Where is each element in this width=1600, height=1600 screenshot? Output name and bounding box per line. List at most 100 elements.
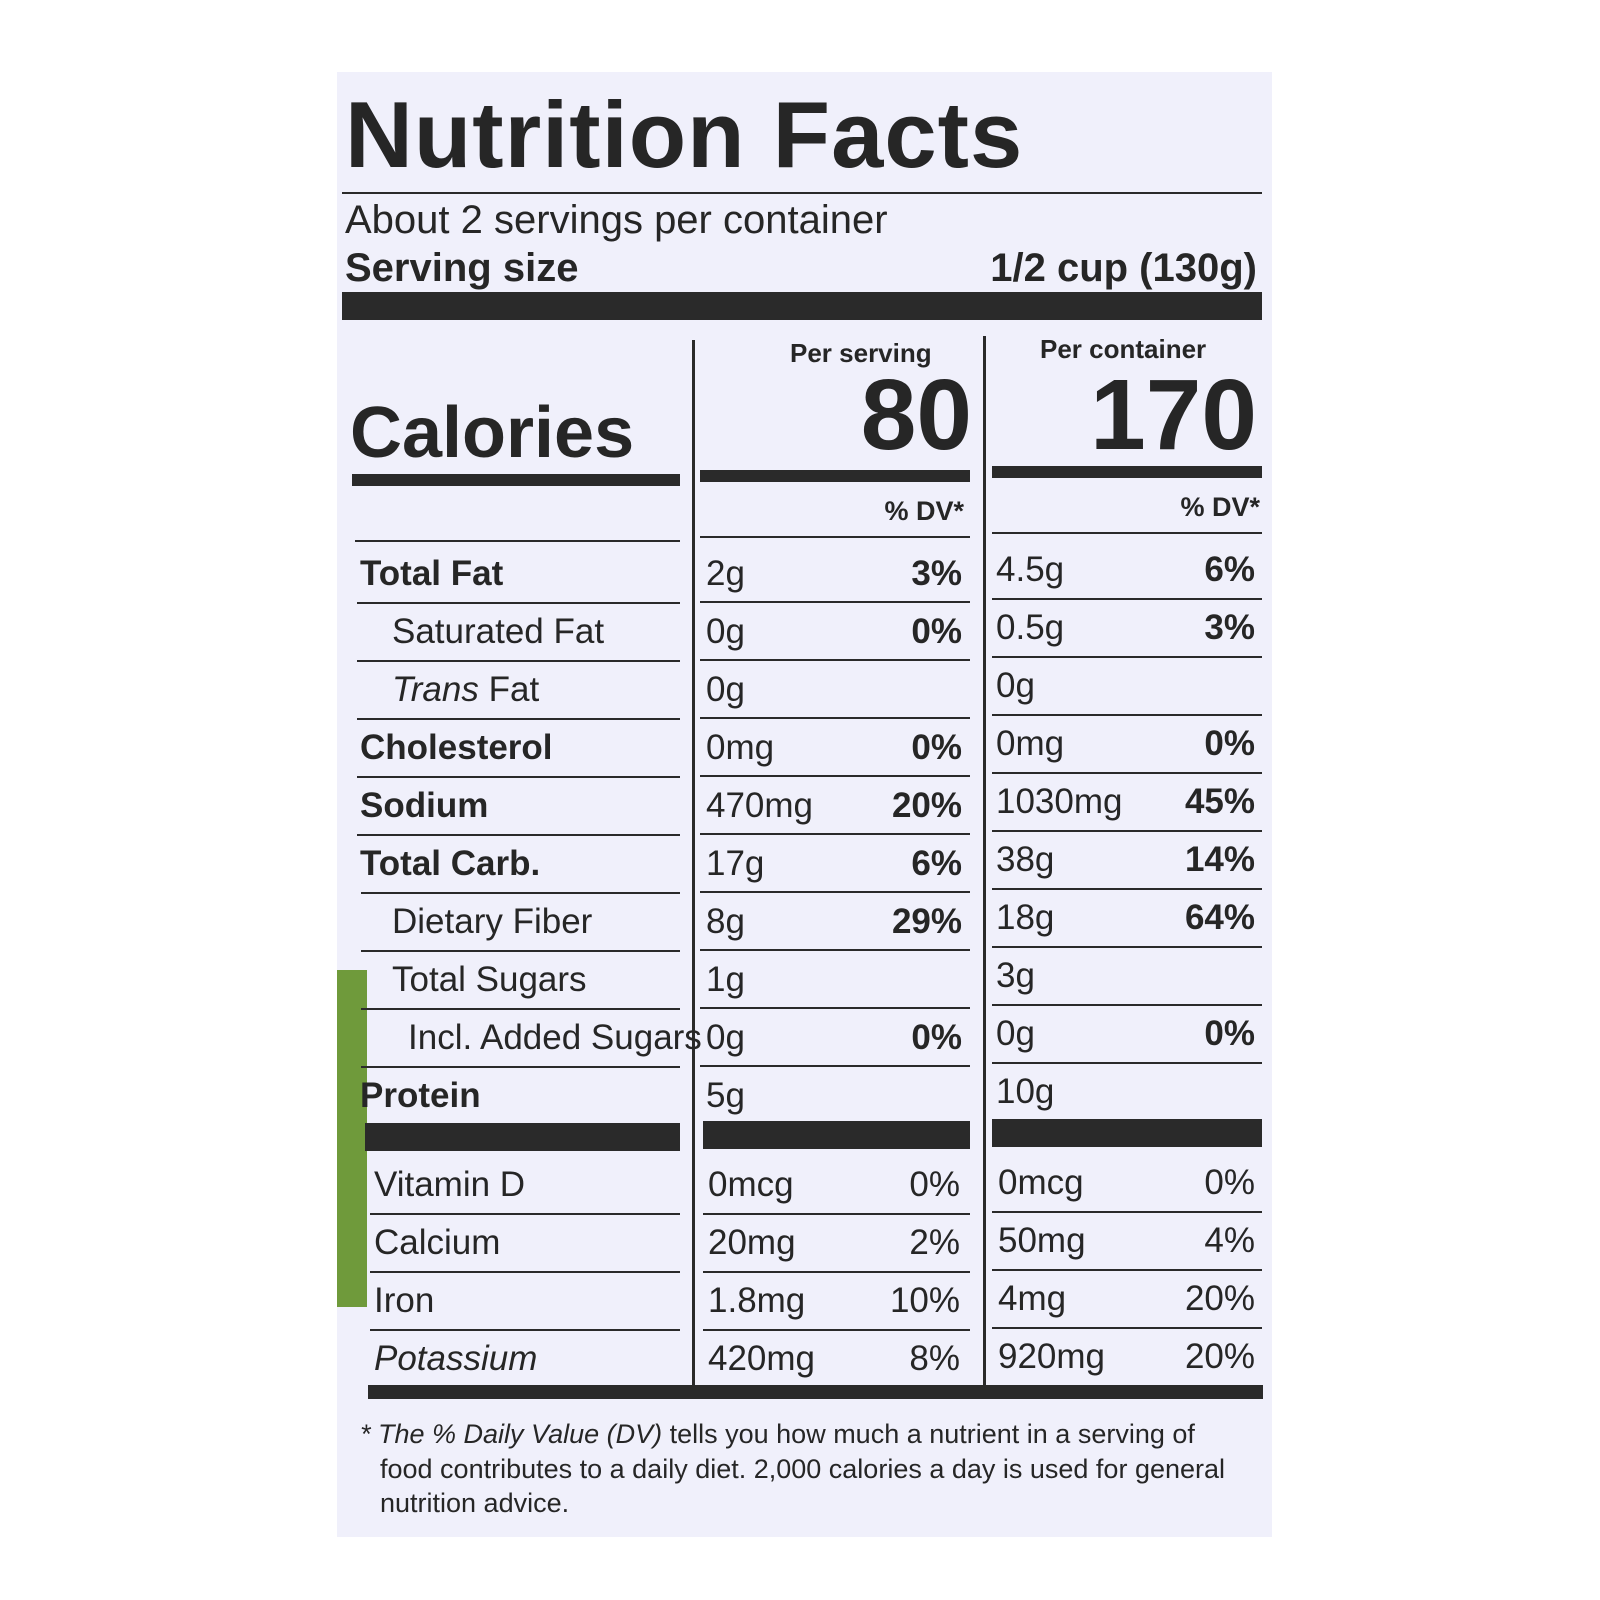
dv-header-container: % DV*	[1180, 492, 1260, 522]
calories-rule-mid	[700, 470, 970, 482]
serving-amount: 1g	[706, 960, 745, 999]
nutrient-name-text: Protein	[360, 1076, 481, 1115]
calories-per-container: 170	[1090, 359, 1257, 471]
calories-per-serving: 80	[860, 359, 972, 471]
container-dv: 6%	[1204, 550, 1255, 589]
nutrient-name: Sodium	[360, 786, 488, 826]
vitamin-container-dv: 4%	[1204, 1221, 1255, 1260]
row-rule	[361, 1008, 680, 1010]
container-amount: 3g	[996, 956, 1035, 995]
package-green-strip	[337, 970, 367, 1307]
nutrient-name-text: Fat	[488, 670, 540, 709]
nutrient-name-text: Total Sugars	[392, 960, 587, 999]
row-rule	[355, 540, 680, 542]
vitamin-serving-dv: 0%	[909, 1165, 960, 1204]
row-rule	[703, 1329, 970, 1331]
row-rule	[992, 1211, 1262, 1213]
nutrient-name-text: Total Carb.	[360, 844, 541, 883]
serving-dv: 0%	[911, 728, 962, 767]
dv-header-serving: % DV*	[884, 496, 964, 526]
row-rule	[700, 1065, 970, 1067]
serving-amount: 470mg	[706, 786, 814, 825]
serving-dv: 0%	[911, 1018, 962, 1057]
nutrient-name-text: Cholesterol	[360, 728, 553, 767]
column-divider-2	[983, 336, 986, 1385]
serving-size-label: Serving size	[345, 246, 579, 290]
per-serving-header: Per serving	[790, 338, 932, 368]
title-rule	[342, 192, 1262, 194]
per-container-header: Per container	[1040, 334, 1207, 364]
vitamin-serving-amount: 20mg	[708, 1223, 796, 1262]
label-title: Nutrition Facts	[345, 82, 1024, 187]
servings-per-container: About 2 servings per container	[345, 198, 888, 242]
container-amount: 0g	[996, 1014, 1035, 1053]
vitamin-container-amount: 4mg	[998, 1279, 1067, 1318]
row-rule	[357, 602, 680, 604]
footnote-dv-phrase: * The % Daily Value (DV)	[360, 1419, 663, 1449]
vitamin-container-dv: 20%	[1184, 1279, 1255, 1318]
container-amount: 1030mg	[996, 782, 1123, 821]
nutrient-name: Total Sugars	[392, 960, 587, 1000]
row-rule	[700, 833, 970, 835]
serving-size-value: 1/2 cup (130g)	[990, 246, 1257, 290]
footnote-line-2: food contributes to a daily diet. 2,000 …	[380, 1454, 1226, 1484]
serving-amount: 0g	[706, 1018, 745, 1057]
vitamin-container-amount: 50mg	[998, 1221, 1086, 1260]
nutrient-name-text: Dietary Fiber	[392, 902, 593, 941]
nutrient-name: Saturated Fat	[392, 612, 604, 652]
nutrient-name: Total Fat	[360, 554, 503, 594]
row-rule	[992, 598, 1262, 600]
calories-rule-left	[352, 474, 680, 486]
serving-dv: 29%	[891, 902, 962, 941]
row-rule	[700, 775, 970, 777]
container-dv: 45%	[1184, 782, 1255, 821]
container-amount: 0g	[996, 666, 1035, 705]
row-rule	[357, 776, 680, 778]
container-dv: 14%	[1184, 840, 1255, 879]
row-rule	[361, 892, 680, 894]
row-rule	[992, 946, 1262, 948]
nutrient-name-text: Total Fat	[360, 554, 504, 593]
row-rule	[703, 1213, 970, 1215]
container-amount: 38g	[996, 840, 1055, 879]
vitamin-name: Potassium	[374, 1339, 538, 1378]
container-amount: 10g	[996, 1072, 1055, 1111]
serving-amount: 5g	[706, 1076, 745, 1115]
row-rule	[992, 1269, 1262, 1271]
vitamin-serving-dv: 2%	[909, 1223, 960, 1262]
vitamin-serving-dv: 10%	[889, 1281, 960, 1320]
footnote-rule	[368, 1385, 1263, 1399]
serving-amount: 2g	[706, 554, 745, 593]
row-rule	[361, 1066, 680, 1068]
footnote-line-3: nutrition advice.	[380, 1488, 570, 1518]
serving-dv: 6%	[911, 844, 962, 883]
column-divider-1	[692, 340, 695, 1385]
nutrient-name: Dietary Fiber	[392, 902, 592, 942]
row-rule	[992, 1004, 1262, 1006]
footnote-line-1-rest: tells you how much a nutrient in a servi…	[662, 1419, 1195, 1449]
row-rule	[700, 1007, 970, 1009]
nutrient-name-italic: Trans	[392, 670, 479, 709]
serving-amount: 8g	[706, 902, 745, 941]
vitamin-rule-left	[365, 1123, 680, 1151]
serving-amount: 0g	[706, 670, 745, 709]
row-rule	[703, 1271, 970, 1273]
vitamin-name: Vitamin D	[374, 1165, 526, 1204]
calories-rule-right	[992, 466, 1262, 478]
row-rule	[992, 772, 1262, 774]
nutrient-name-text: Sodium	[360, 786, 489, 825]
container-amount: 0.5g	[996, 608, 1065, 647]
row-rule	[992, 888, 1262, 890]
serving-dv: 20%	[891, 786, 962, 825]
row-rule	[700, 717, 970, 719]
vitamin-serving-amount: 1.8mg	[708, 1281, 806, 1320]
row-rule	[992, 656, 1262, 658]
row-rule	[357, 718, 680, 720]
nutrient-name-text: Incl. Added Sugars	[408, 1018, 702, 1057]
container-amount: 18g	[996, 898, 1055, 937]
vitamin-name: Iron	[374, 1281, 435, 1320]
row-rule	[992, 830, 1262, 832]
row-rule	[370, 1213, 680, 1215]
container-dv: 0%	[1204, 724, 1255, 763]
row-rule	[700, 659, 970, 661]
